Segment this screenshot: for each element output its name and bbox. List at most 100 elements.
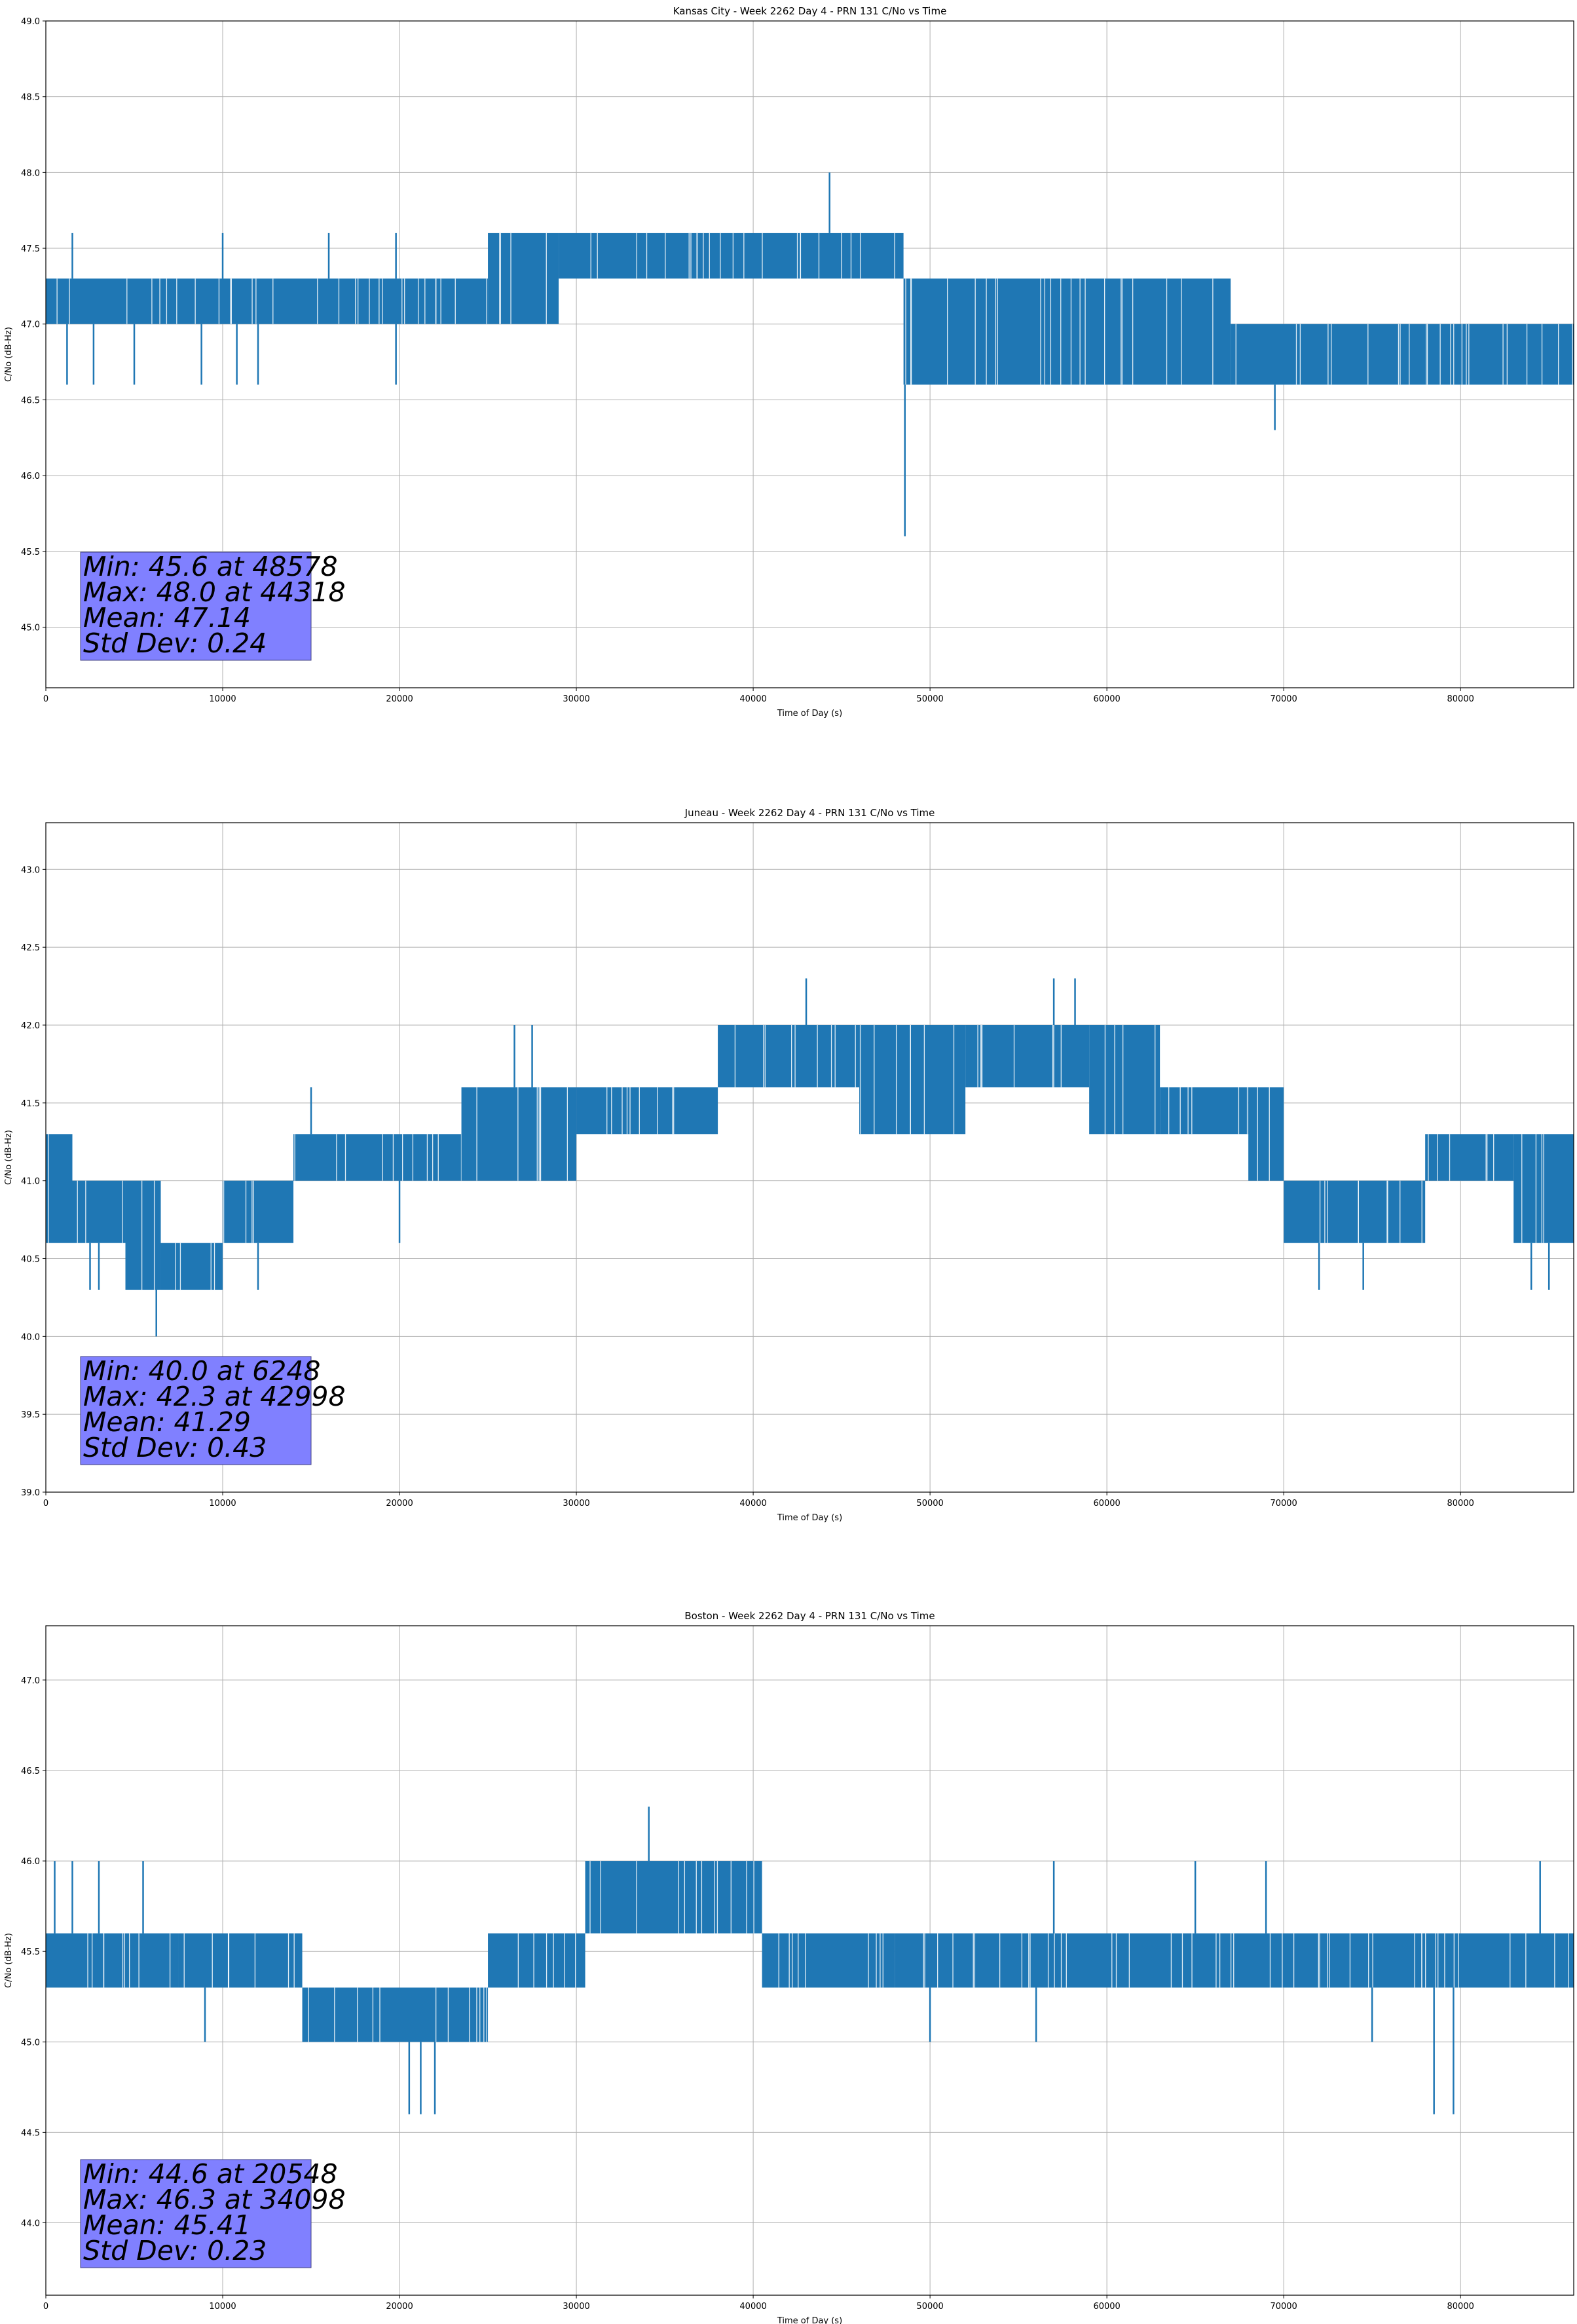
y-tick-label: 45.0	[21, 2038, 40, 2048]
data-gap	[1238, 1087, 1240, 1134]
data-band	[293, 1134, 462, 1181]
data-gap	[834, 1024, 836, 1088]
data-gap	[1219, 1933, 1221, 1988]
data-gap	[122, 1933, 124, 1988]
data-gap	[486, 1987, 487, 2042]
y-tick-label: 41.5	[21, 1099, 40, 1109]
data-gap	[1368, 1933, 1369, 1988]
data-gap	[1421, 1933, 1422, 1988]
data-gap	[673, 1087, 675, 1134]
data-gap	[794, 1024, 796, 1088]
axes-frame	[45, 822, 1574, 1493]
data-gap	[910, 1024, 911, 1134]
data-gap	[1554, 1933, 1555, 1988]
stats-line: Min: 45.6 at 48578	[83, 551, 338, 582]
data-band	[125, 1180, 161, 1290]
data-gap	[426, 1134, 428, 1181]
data-band	[1248, 1087, 1284, 1181]
data-gap	[701, 1861, 703, 1934]
x-tick-label: 80000	[1447, 1499, 1474, 1509]
data-gap	[995, 278, 997, 385]
data-gap	[636, 1861, 637, 1934]
stats-line: Max: 48.0 at 44318	[83, 576, 346, 608]
data-band	[46, 1134, 73, 1243]
data-gap	[317, 278, 318, 324]
stats-box	[80, 2159, 312, 2268]
x-tick-label: 40000	[739, 694, 766, 704]
stats-line: Mean: 47.14	[83, 602, 251, 633]
x-tick-label: 0	[43, 1499, 48, 1509]
data-gap	[684, 1861, 686, 1934]
x-tick-label: 80000	[1447, 694, 1474, 704]
data-gap	[924, 1933, 925, 1988]
data-gap	[937, 1933, 938, 1988]
data-band	[859, 1024, 966, 1134]
data-gap	[85, 1180, 86, 1243]
data-gap	[517, 1933, 519, 1988]
x-tick-label: 30000	[563, 694, 589, 704]
x-tick-label: 70000	[1270, 694, 1297, 704]
x-tick-label: 20000	[386, 2302, 413, 2312]
y-axis-label: C/No (dB-Hz)	[4, 1130, 14, 1185]
data-gap	[344, 1134, 346, 1181]
data-gap	[460, 1134, 462, 1181]
data-gap	[1028, 1933, 1030, 1988]
data-gap	[159, 278, 160, 324]
data-gap	[382, 1134, 383, 1181]
data-gap	[1387, 1180, 1388, 1243]
chart-panel-3: 0 10000 20000 30000 40000 50000 60000 70000 8000…	[4, 1610, 1574, 2324]
data-band	[1284, 1180, 1426, 1243]
data-series	[46, 978, 1574, 1337]
data-band	[488, 1933, 585, 1988]
data-gap	[923, 1933, 924, 1988]
data-gap	[1318, 1933, 1319, 1988]
data-gap	[308, 1987, 309, 2042]
data-gap	[1372, 1933, 1373, 1988]
data-gap	[743, 233, 745, 279]
data-gap	[1132, 278, 1134, 385]
data-gap	[231, 278, 232, 324]
data-gap	[564, 1933, 565, 1988]
stats-line: Max: 46.3 at 34098	[83, 2184, 346, 2215]
data-gap	[153, 1180, 155, 1290]
y-tick-label: 49.0	[21, 17, 40, 27]
data-band	[223, 1180, 294, 1243]
data-gap	[1444, 1933, 1445, 1988]
data-band	[903, 278, 1231, 385]
data-gap	[424, 278, 426, 324]
y-tick-label: 47.5	[21, 244, 40, 254]
data-gap	[1572, 324, 1573, 385]
data-gap	[1324, 1180, 1326, 1243]
stats-line: Std Dev: 0.24	[83, 628, 267, 659]
data-gap	[402, 1134, 403, 1181]
stats-line: Std Dev: 0.23	[83, 2235, 267, 2266]
data-gap	[1558, 324, 1559, 385]
data-gap	[611, 1087, 612, 1134]
data-gap	[401, 278, 403, 324]
data-gap	[894, 233, 895, 279]
data-gap	[447, 1987, 449, 2042]
data-gap	[575, 1933, 576, 1988]
data-gap	[1449, 1134, 1451, 1181]
data-band	[72, 1180, 126, 1243]
data-gap	[223, 1180, 225, 1243]
data-band	[559, 233, 904, 279]
data-gap	[763, 1024, 764, 1088]
axes-frame	[45, 20, 1574, 688]
stats-line: Mean: 45.41	[83, 2209, 251, 2241]
x-axis-label: Time of Day (s)	[777, 2316, 842, 2324]
data-gap	[1439, 324, 1441, 385]
x-tick-label: 70000	[1270, 2302, 1297, 2312]
data-gap	[1104, 278, 1105, 385]
x-tick-label: 30000	[563, 2302, 589, 2312]
data-gap	[974, 1933, 976, 1988]
x-tick-label: 40000	[739, 1499, 766, 1509]
y-tick-label: 45.0	[21, 623, 40, 633]
data-gap	[910, 278, 912, 385]
data-gap	[404, 278, 405, 324]
data-gap	[179, 1243, 181, 1290]
data-gap	[1060, 1933, 1062, 1988]
y-tick-label: 41.0	[21, 1177, 40, 1187]
data-gap	[1181, 1933, 1183, 1988]
